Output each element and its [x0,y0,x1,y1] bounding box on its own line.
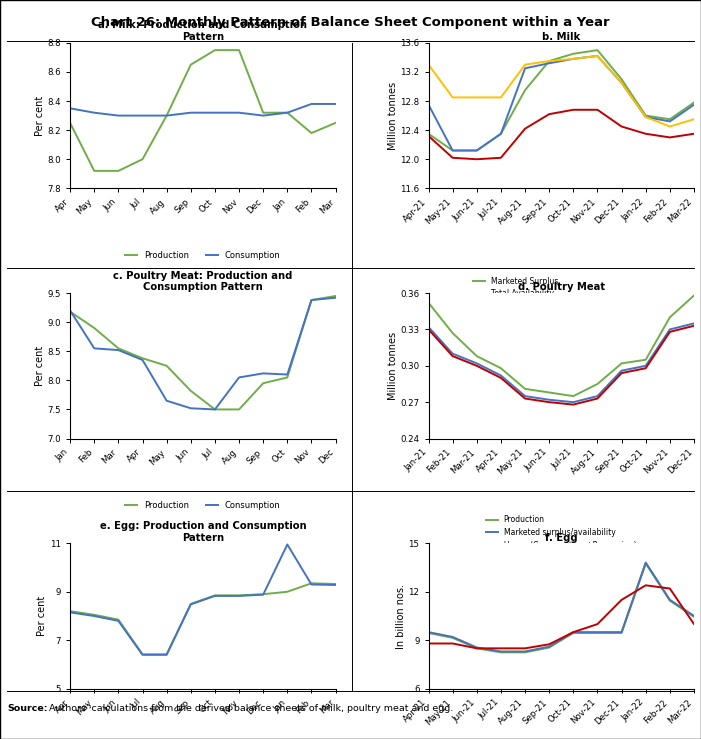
Legend: Production, Consumption: Production, Consumption [122,498,284,514]
Title: b. Milk: b. Milk [542,32,580,42]
Title: a. Milk: Production and Consumption
Pattern: a. Milk: Production and Consumption Patt… [98,21,307,42]
Y-axis label: Per cent: Per cent [37,596,47,636]
Text: Authors' calculations from the derived balance sheets of milk, poultry meat and : Authors' calculations from the derived b… [46,704,453,712]
Y-axis label: Million tonnes: Million tonnes [388,332,397,400]
Legend: Production, Consumption: Production, Consumption [122,248,284,263]
Y-axis label: Per cent: Per cent [34,95,45,136]
Text: Source:: Source: [7,704,48,712]
Y-axis label: Million tonnes: Million tonnes [388,81,397,150]
Legend: Marketed Surplus, Total Availability, Availability (including reconstituted SMP): Marketed Surplus, Total Availability, Av… [470,273,652,327]
Text: Chart 26: Monthly Pattern of Balance Sheet Component within a Year: Chart 26: Monthly Pattern of Balance She… [91,16,610,30]
Title: e. Egg: Production and Consumption
Pattern: e. Egg: Production and Consumption Patte… [100,521,306,542]
Y-axis label: Per cent: Per cent [34,346,45,386]
Title: f. Egg: f. Egg [545,533,578,542]
Title: d. Poultry Meat: d. Poultry Meat [517,282,605,293]
Title: c. Poultry Meat: Production and
Consumption Pattern: c. Poultry Meat: Production and Consumpt… [113,270,292,293]
Legend: Production, Marketed surplus/availability, Usage (Consumption +Processing): Production, Marketed surplus/availabilit… [483,512,639,553]
Y-axis label: In billion nos.: In billion nos. [395,584,406,649]
